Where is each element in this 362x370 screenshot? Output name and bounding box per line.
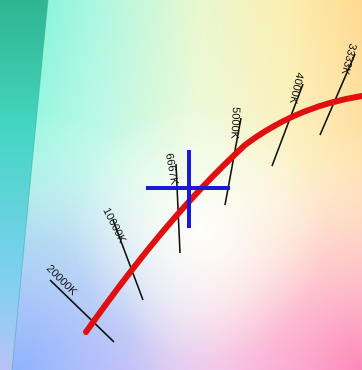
white-point-crosshair — [146, 150, 230, 228]
isotherm-line-3333k — [319, 53, 356, 136]
isotherm-line-4000k — [271, 83, 304, 167]
isotherm-line-10000k — [112, 219, 144, 301]
isotherm-label-6667k: 6667K — [163, 152, 180, 186]
isotherm-line-5000k — [224, 117, 242, 206]
isotherm-line-6667k — [175, 163, 181, 254]
isotherm-label-5000k: 5000K — [228, 107, 242, 140]
planckian-locus-curve — [83, 93, 362, 335]
isotherm-line-20000k — [49, 279, 115, 343]
